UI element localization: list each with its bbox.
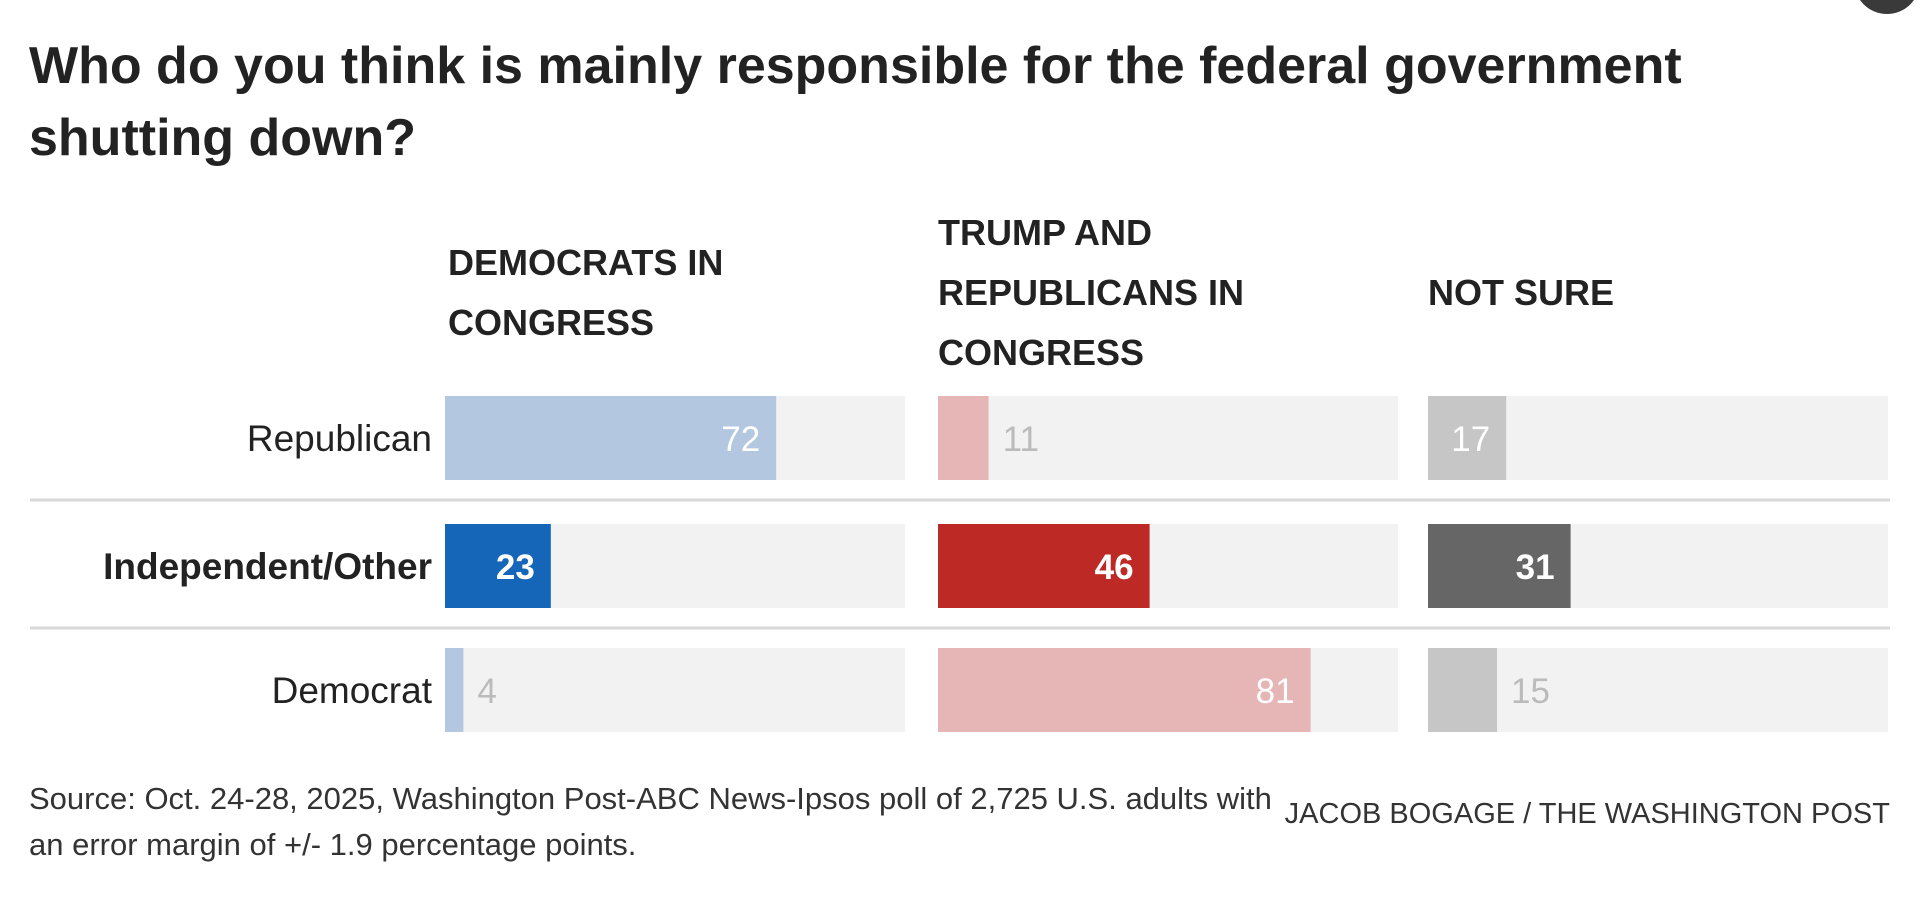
column-header-not-sure: NOT SURE xyxy=(1428,271,1615,313)
data-label: 72 xyxy=(721,420,760,459)
bar xyxy=(1428,396,1507,480)
bar xyxy=(445,396,777,480)
data-label: 4 xyxy=(477,672,496,711)
bar xyxy=(938,396,989,480)
close-icon[interactable] xyxy=(1854,0,1920,14)
bar xyxy=(1428,648,1497,732)
bar-track xyxy=(1428,524,1888,608)
data-label: 31 xyxy=(1516,548,1555,587)
bar-track xyxy=(938,396,1398,480)
source-note: Source: Oct. 24-28, 2025, Washington Pos… xyxy=(29,781,1272,862)
column-header-democrats: DEMOCRATS IN CONGRESS xyxy=(448,241,724,343)
chart-title: Who do you think is mainly responsible f… xyxy=(29,37,1682,167)
bar-track xyxy=(445,648,905,732)
column-header-republicans: TRUMP AND REPUBLICANS IN CONGRESS xyxy=(938,211,1245,373)
bar xyxy=(445,648,464,732)
data-label: 23 xyxy=(496,548,535,587)
data-label: 46 xyxy=(1095,548,1134,587)
bar-track xyxy=(1428,396,1888,480)
bar xyxy=(1428,524,1571,608)
bar-track xyxy=(445,524,905,608)
data-label: 15 xyxy=(1511,672,1550,711)
bar xyxy=(938,648,1311,732)
data-label: 11 xyxy=(1003,420,1039,459)
bar-track xyxy=(445,396,905,480)
bar xyxy=(938,524,1150,608)
row-label: Democrat xyxy=(272,670,433,711)
row-label: Republican xyxy=(247,418,432,459)
row-label: Independent/Other xyxy=(103,546,432,587)
bar xyxy=(445,524,551,608)
bar-track xyxy=(1428,648,1888,732)
data-label: 17 xyxy=(1451,420,1490,459)
data-label: 81 xyxy=(1256,672,1295,711)
bar-track xyxy=(938,648,1398,732)
bar-track xyxy=(938,524,1398,608)
credit-line: JACOB BOGAGE / THE WASHINGTON POST xyxy=(1284,798,1890,830)
